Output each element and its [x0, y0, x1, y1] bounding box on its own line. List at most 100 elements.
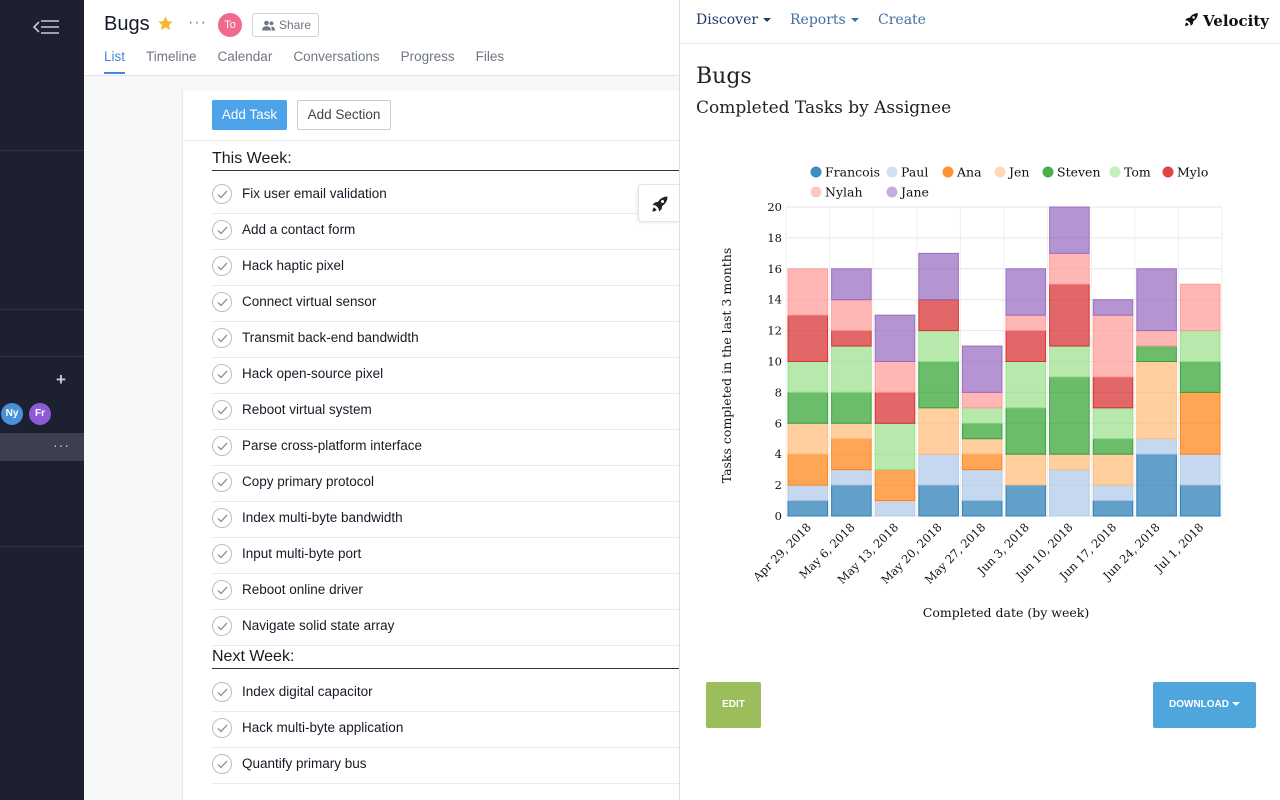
task-row[interactable]: Copy primary protocol — [212, 466, 680, 502]
complete-task-checkbox[interactable] — [212, 682, 232, 702]
checkmark-icon — [217, 190, 228, 199]
y-tick-label: 4 — [775, 447, 782, 461]
complete-task-checkbox[interactable] — [212, 436, 232, 456]
bar-segment — [1049, 345, 1090, 378]
nav-discover[interactable]: Discover — [696, 12, 772, 28]
task-name[interactable]: Quantify primary bus — [242, 756, 367, 771]
sidebar-selected-project[interactable]: ··· — [0, 433, 84, 461]
task-row[interactable]: Quantify primary bus — [212, 748, 680, 784]
task-name[interactable]: Reboot online driver — [242, 582, 363, 597]
task-row[interactable]: Transmit back-end bandwidth — [212, 322, 680, 358]
edit-button[interactable]: EDIT — [706, 682, 761, 728]
section-header[interactable]: Next Week: — [212, 648, 680, 669]
tab-conversations[interactable]: Conversations — [293, 49, 380, 64]
task-name[interactable]: Add a contact form — [242, 222, 356, 237]
task-row[interactable]: Reboot virtual system — [212, 394, 680, 430]
bar-segment — [1005, 361, 1047, 409]
add-team-icon[interactable]: + — [56, 370, 66, 389]
sidebar: + Ny Fr ··· — [0, 0, 84, 800]
nav-reports[interactable]: Reports — [790, 12, 859, 28]
tab-list[interactable]: List — [104, 49, 126, 74]
checkmark-icon — [217, 514, 228, 523]
avatar-ny[interactable]: Ny — [1, 403, 23, 425]
task-row[interactable]: Hack multi-byte application — [212, 712, 680, 748]
complete-task-checkbox[interactable] — [212, 508, 232, 528]
task-row[interactable]: Hack open-source pixel — [212, 358, 680, 394]
complete-task-checkbox[interactable] — [212, 400, 232, 420]
star-icon[interactable] — [157, 15, 174, 37]
share-button[interactable]: Share — [252, 13, 319, 37]
checkmark-icon — [217, 622, 228, 631]
task-name[interactable]: Fix user email validation — [242, 186, 387, 201]
download-button[interactable]: DOWNLOAD — [1153, 682, 1256, 728]
task-row[interactable]: Add a contact form — [212, 214, 680, 250]
avatar[interactable]: To — [218, 13, 242, 37]
brand-logo[interactable]: Velocity — [1183, 11, 1269, 30]
complete-task-checkbox[interactable] — [212, 328, 232, 348]
complete-task-checkbox[interactable] — [212, 718, 232, 738]
add-section-button[interactable]: Add Section — [297, 100, 391, 130]
more-options-icon[interactable]: ··· — [53, 437, 70, 453]
task-name[interactable]: Hack multi-byte application — [242, 720, 404, 735]
legend-marker — [810, 166, 822, 178]
complete-task-checkbox[interactable] — [212, 472, 232, 492]
section-header[interactable]: This Week: — [212, 150, 680, 171]
task-name[interactable]: Hack haptic pixel — [242, 258, 345, 273]
bar-segment — [1049, 453, 1090, 471]
y-tick-label: 8 — [775, 385, 782, 399]
task-row[interactable]: Fix user email validation — [212, 178, 680, 214]
complete-task-checkbox[interactable] — [212, 580, 232, 600]
bar-segment — [1005, 314, 1047, 332]
bar-segment — [1005, 268, 1047, 316]
x-axis-label: Completed date (by week) — [923, 605, 1089, 620]
task-name[interactable]: Input multi-byte port — [242, 546, 362, 561]
task-name[interactable]: Parse cross-platform interface — [242, 438, 423, 453]
task-name[interactable]: Navigate solid state array — [242, 618, 395, 633]
task-name[interactable]: Copy primary protocol — [242, 474, 375, 489]
complete-task-checkbox[interactable] — [212, 616, 232, 636]
task-name[interactable]: Index multi-byte bandwidth — [242, 510, 403, 525]
task-row[interactable]: Navigate solid state array — [212, 610, 680, 646]
task-name[interactable]: Hack open-source pixel — [242, 366, 384, 381]
bar-segment — [787, 314, 829, 362]
add-task-button[interactable]: Add Task — [212, 100, 287, 130]
task-row[interactable]: Input multi-byte port — [212, 538, 680, 574]
complete-task-checkbox[interactable] — [212, 292, 232, 312]
legend-marker — [886, 166, 898, 178]
bar-segment — [1179, 453, 1221, 486]
task-name[interactable]: Transmit back-end bandwidth — [242, 330, 419, 345]
bar-segment — [1092, 438, 1134, 455]
task-row[interactable]: Connect virtual sensor — [212, 286, 680, 322]
task-row[interactable]: Index digital capacitor — [212, 676, 680, 712]
complete-task-checkbox[interactable] — [212, 220, 232, 240]
people-icon — [262, 20, 275, 31]
tab-files[interactable]: Files — [475, 49, 505, 64]
bar-segment — [831, 469, 872, 486]
complete-task-checkbox[interactable] — [212, 364, 232, 384]
task-row[interactable]: Reboot online driver — [212, 574, 680, 610]
tab-calendar[interactable]: Calendar — [217, 49, 273, 64]
complete-task-checkbox[interactable] — [212, 754, 232, 774]
collapse-sidebar-icon[interactable] — [32, 16, 61, 38]
tab-progress[interactable]: Progress — [400, 49, 455, 64]
task-row[interactable]: Hack haptic pixel — [212, 250, 680, 286]
task-row[interactable]: Parse cross-platform interface — [212, 430, 680, 466]
checkmark-icon — [217, 550, 228, 559]
complete-task-checkbox[interactable] — [212, 184, 232, 204]
complete-task-checkbox[interactable] — [212, 256, 232, 276]
task-name[interactable]: Index digital capacitor — [242, 684, 373, 699]
bar-segment — [787, 500, 829, 517]
velocity-launcher-button[interactable] — [638, 184, 680, 222]
complete-task-checkbox[interactable] — [212, 544, 232, 564]
avatar-fr[interactable]: Fr — [29, 403, 51, 425]
project-tabs: List Timeline Calendar Conversations Pro… — [104, 49, 525, 74]
task-name[interactable]: Reboot virtual system — [242, 402, 372, 417]
bar-segment — [831, 391, 872, 424]
task-row[interactable]: Index multi-byte bandwidth — [212, 502, 680, 538]
task-name[interactable]: Connect virtual sensor — [242, 294, 377, 309]
bar-segment — [1049, 206, 1090, 254]
tab-timeline[interactable]: Timeline — [146, 49, 197, 64]
nav-create[interactable]: Create — [878, 12, 926, 28]
project-more-icon[interactable]: ··· — [188, 14, 207, 31]
